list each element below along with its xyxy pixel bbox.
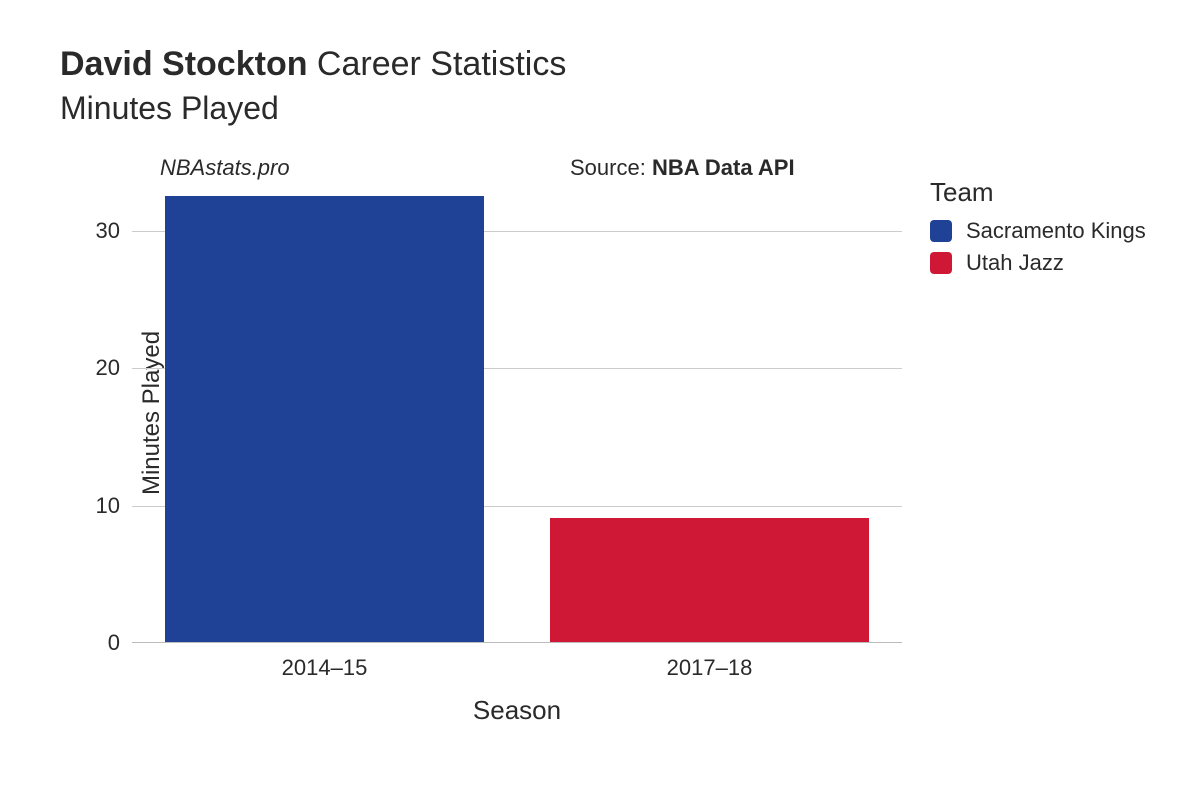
- title-bold: David Stockton: [60, 45, 307, 83]
- legend-item: Utah Jazz: [930, 250, 1146, 276]
- y-tick-label: 20: [96, 355, 120, 381]
- legend-title: Team: [930, 177, 1146, 208]
- bar: [165, 196, 485, 642]
- source-name: NBA Data API: [652, 155, 795, 180]
- x-tick-label: 2014–15: [282, 655, 368, 681]
- legend-item: Sacramento Kings: [930, 218, 1146, 244]
- x-axis-title: Season: [132, 695, 902, 726]
- x-tick-label: 2017–18: [667, 655, 753, 681]
- legend-swatch: [930, 252, 952, 274]
- legend-label: Utah Jazz: [966, 250, 1064, 276]
- baseline: [132, 642, 902, 643]
- plot-area: 01020302014–152017–18: [132, 183, 902, 643]
- legend: Team Sacramento Kings Utah Jazz: [930, 177, 1146, 282]
- y-tick-label: 0: [108, 630, 120, 656]
- chart-area: NBAstats.pro Source: NBA Data API Minute…: [60, 155, 1160, 735]
- chart-title: David Stockton Career Statistics: [60, 45, 1160, 84]
- title-rest: Career Statistics: [307, 45, 566, 83]
- y-tick-label: 30: [96, 218, 120, 244]
- legend-label: Sacramento Kings: [966, 218, 1146, 244]
- source-prefix: Source:: [570, 155, 652, 180]
- annotation-source: Source: NBA Data API: [570, 155, 795, 181]
- chart-subtitle: Minutes Played: [60, 90, 1160, 127]
- bar: [550, 518, 870, 642]
- annotation-site: NBAstats.pro: [160, 155, 290, 181]
- legend-swatch: [930, 220, 952, 242]
- y-tick-label: 10: [96, 493, 120, 519]
